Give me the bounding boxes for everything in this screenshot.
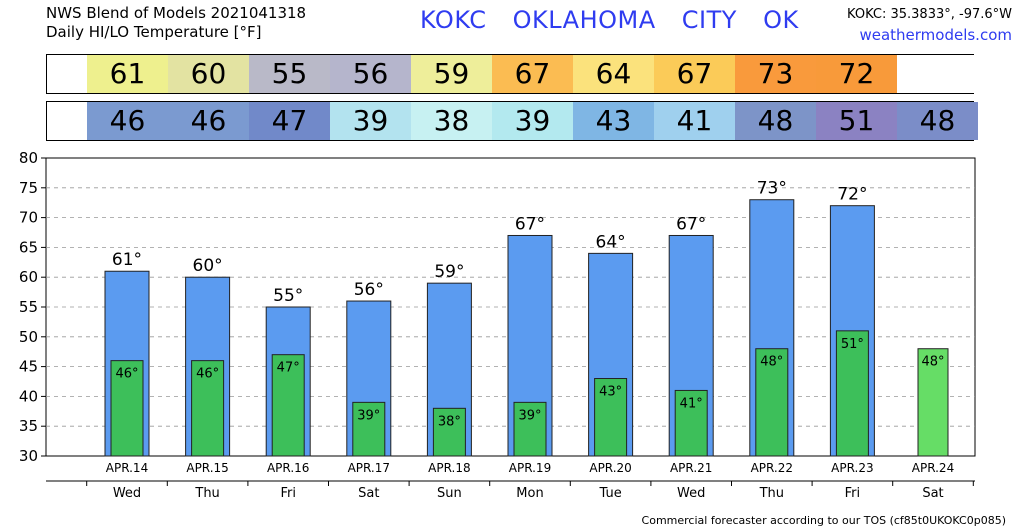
- x-date-label: APR.22: [751, 461, 793, 475]
- hi-temp-cell: 72: [816, 55, 897, 93]
- site-link[interactable]: weathermodels.com: [859, 26, 1012, 44]
- y-tick-label: 50: [19, 328, 38, 346]
- x-weekday-label: Tue: [598, 486, 621, 501]
- lo-temp-cell: 48: [897, 102, 978, 140]
- lo-bar: [432, 407, 466, 457]
- lo-bar: [110, 360, 144, 457]
- y-tick-label: 40: [19, 387, 38, 405]
- lo-temp-cell: 47: [249, 102, 330, 140]
- x-date-label: APR.18: [428, 461, 470, 475]
- lo-bar-label: 43°: [599, 385, 622, 400]
- hi-temp-cell: 64: [573, 55, 654, 93]
- x-date-label: APR.24: [912, 461, 954, 475]
- chart-subtitle: Daily HI/LO Temperature [°F]: [46, 23, 262, 41]
- lo-bar: [513, 401, 547, 457]
- y-tick-label: 30: [19, 447, 38, 465]
- lo-bar-label: 46°: [196, 367, 219, 382]
- station-title: KOKC OKLAHOMA CITY OK: [420, 6, 799, 34]
- hi-bar-label: 55°: [273, 286, 303, 306]
- lo-temp-cell: 39: [330, 102, 411, 140]
- lo-bar-label: 39°: [357, 408, 380, 423]
- lo-bar-label: 46°: [115, 367, 138, 382]
- station-info: KOKC: 35.3833°, -97.6°W weathermodels.co…: [847, 5, 1012, 45]
- x-date-label: APR.20: [589, 461, 631, 475]
- hi-temp-cell: 67: [654, 55, 735, 93]
- lo-bar: [191, 360, 225, 457]
- x-date-label: APR.21: [670, 461, 712, 475]
- x-weekday-label: Sat: [358, 486, 379, 501]
- hi-temp-cell: 73: [735, 55, 816, 93]
- lo-bar: [917, 348, 949, 457]
- x-date-label: APR.16: [267, 461, 309, 475]
- lo-bar: [674, 389, 708, 457]
- x-weekday-label: Thu: [194, 486, 219, 501]
- x-weekday-label: Mon: [516, 486, 543, 501]
- x-weekday-label: Fri: [845, 486, 861, 501]
- chart-title-block: NWS Blend of Models 2021041318 Daily HI/…: [46, 4, 306, 42]
- hi-temp-cell: 67: [492, 55, 573, 93]
- x-date-label: APR.15: [186, 461, 228, 475]
- hi-temp-cell: 60: [168, 55, 249, 93]
- hi-bar-label: 60°: [193, 256, 223, 276]
- hi-bar-label: 73°: [757, 179, 787, 199]
- hi-bar-label: 61°: [112, 250, 142, 270]
- x-date-label: APR.17: [348, 461, 390, 475]
- hi-bar-label: 59°: [434, 262, 464, 282]
- x-weekday-label: Sat: [922, 486, 943, 501]
- hi-temp-cell: 59: [411, 55, 492, 93]
- hi-temp-cell: [897, 55, 978, 93]
- lo-temp-cell: 43: [573, 102, 654, 140]
- x-weekday-label: Sun: [437, 486, 462, 501]
- x-date-label: APR.23: [831, 461, 873, 475]
- lo-bar-label: 51°: [841, 337, 864, 352]
- lo-temp-cell: 46: [87, 102, 168, 140]
- hi-bar-label: 72°: [837, 185, 867, 205]
- lo-bar-label: 48°: [760, 355, 783, 370]
- lo-bar: [271, 354, 305, 457]
- lo-bar-label: 41°: [680, 396, 703, 411]
- y-tick-label: 60: [19, 268, 38, 286]
- y-tick-label: 45: [19, 358, 38, 376]
- y-tick-label: 80: [19, 149, 38, 167]
- lo-bar-label: 48°: [921, 355, 944, 370]
- hi-bar-label: 56°: [354, 280, 384, 300]
- station-coords: KOKC: 35.3833°, -97.6°W: [847, 7, 1012, 22]
- lo-bar-label: 47°: [277, 361, 300, 376]
- x-date-label: APR.19: [509, 461, 551, 475]
- hi-temp-cell: 55: [249, 55, 330, 93]
- lo-temperature-strip: 46 46 47 39 38 39 43 41 48 51 48: [46, 101, 978, 141]
- lo-bar: [352, 401, 386, 457]
- lo-temp-cell: 39: [492, 102, 573, 140]
- lo-bar: [594, 378, 628, 457]
- x-weekday-label: Fri: [280, 486, 296, 501]
- lo-temp-cell: 41: [654, 102, 735, 140]
- lo-temp-cell: 48: [735, 102, 816, 140]
- hi-bar-label: 67°: [515, 214, 545, 234]
- footer-note: Commercial forecaster according to our T…: [641, 514, 1006, 527]
- hi-bar-label: 64°: [596, 232, 626, 252]
- lo-bar-label: 38°: [438, 414, 461, 429]
- y-tick-label: 35: [19, 417, 38, 435]
- lo-bar-label: 39°: [518, 408, 541, 423]
- y-tick-label: 75: [19, 179, 38, 197]
- x-weekday-label: Wed: [113, 486, 141, 501]
- lo-bar: [755, 348, 789, 457]
- hi-bar-label: 67°: [676, 214, 706, 234]
- hi-temp-cell: 56: [330, 55, 411, 93]
- y-tick-label: 55: [19, 298, 38, 316]
- y-tick-label: 70: [19, 209, 38, 227]
- lo-temp-cell: 51: [816, 102, 897, 140]
- x-weekday-label: Thu: [759, 486, 784, 501]
- x-weekday-label: Wed: [677, 486, 705, 501]
- model-title: NWS Blend of Models 2021041318: [46, 4, 307, 22]
- x-date-label: APR.14: [106, 461, 148, 475]
- hi-temperature-strip: 61 60 55 56 59 67 64 67 73 72: [46, 54, 978, 94]
- hi-temp-cell: 61: [87, 55, 168, 93]
- lo-temp-cell: 46: [168, 102, 249, 140]
- lo-bar: [835, 330, 869, 457]
- lo-temp-cell: 38: [411, 102, 492, 140]
- y-tick-label: 65: [19, 238, 38, 256]
